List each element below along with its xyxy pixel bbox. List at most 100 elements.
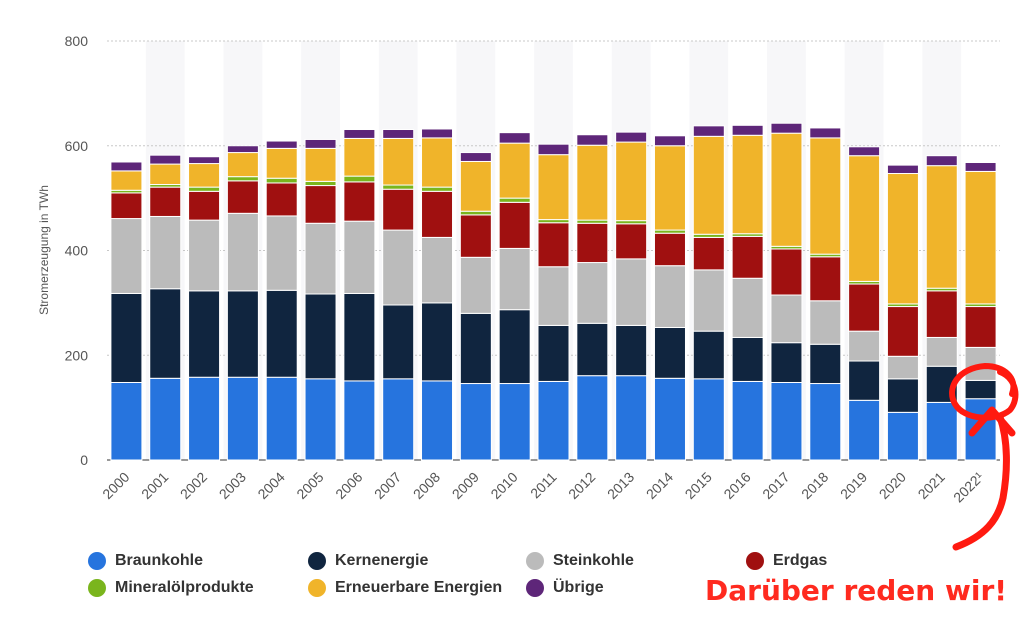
bar-segment bbox=[886, 355, 919, 380]
x-tick-label: 2008 bbox=[410, 469, 443, 502]
x-tick-label: 2000 bbox=[99, 469, 132, 502]
x-tick-label: 2007 bbox=[371, 469, 404, 502]
x-tick-label: 2006 bbox=[332, 469, 365, 502]
legend-label: Braunkohle bbox=[115, 552, 204, 569]
y-tick-label: 600 bbox=[65, 138, 89, 154]
bar-segment bbox=[498, 142, 531, 199]
bar-segment bbox=[304, 147, 337, 182]
bar-segment bbox=[809, 127, 842, 139]
bar-segment bbox=[304, 138, 337, 149]
bar-segment bbox=[382, 378, 415, 461]
bar-segment bbox=[925, 365, 958, 403]
bar-segment bbox=[925, 401, 958, 461]
bar-segment bbox=[265, 182, 298, 217]
bar-segment bbox=[653, 135, 686, 147]
bar-segment bbox=[343, 380, 376, 461]
bar-segment bbox=[615, 375, 648, 461]
x-tick-label: 2017 bbox=[759, 469, 792, 502]
bar-segment bbox=[265, 147, 298, 179]
legend-marker bbox=[88, 579, 106, 597]
bar-segment bbox=[770, 132, 803, 247]
bar-segment bbox=[421, 128, 454, 139]
bar-segment bbox=[459, 214, 492, 258]
bar-segment bbox=[537, 143, 570, 156]
bar-segment bbox=[537, 154, 570, 221]
legend-item[interactable]: Erdgas bbox=[746, 552, 827, 570]
legend-item[interactable]: Mineralölprodukte bbox=[88, 579, 254, 597]
legend-item[interactable]: Übrige bbox=[526, 579, 604, 597]
bar-segment bbox=[731, 124, 764, 136]
bar-segment bbox=[188, 186, 221, 192]
bar-segment bbox=[848, 330, 881, 362]
bar-segment bbox=[964, 398, 997, 461]
bar-segment bbox=[770, 248, 803, 296]
y-tick-label: 400 bbox=[65, 243, 89, 259]
bar-segment bbox=[226, 290, 259, 378]
bar-segment bbox=[848, 283, 881, 332]
legend-item[interactable]: Kernenergie bbox=[308, 552, 428, 570]
bar-segment bbox=[188, 163, 221, 188]
bar-segment bbox=[925, 155, 958, 167]
bar-segment bbox=[615, 131, 648, 143]
x-tick-label: 2012 bbox=[565, 469, 598, 502]
bar-segment bbox=[537, 266, 570, 326]
bar-segment bbox=[731, 336, 764, 382]
bar-segment bbox=[382, 184, 415, 190]
legend-marker bbox=[746, 552, 764, 570]
bar-segment bbox=[110, 170, 143, 191]
bar-segment bbox=[692, 135, 725, 235]
bar-segment bbox=[226, 152, 259, 178]
bar-segment bbox=[731, 235, 764, 279]
bar-segment bbox=[576, 222, 609, 264]
bar-segment bbox=[615, 141, 648, 222]
legend-label: Kernenergie bbox=[335, 552, 429, 569]
bar-segment bbox=[576, 262, 609, 324]
bar-segment bbox=[498, 383, 531, 461]
bar-segment bbox=[265, 140, 298, 149]
x-tick-label: 2014 bbox=[643, 469, 676, 502]
bar-segment bbox=[731, 134, 764, 235]
bar-segment bbox=[537, 324, 570, 382]
bar-segment bbox=[692, 236, 725, 271]
bar-segment bbox=[498, 247, 531, 311]
bar-segment bbox=[809, 343, 842, 385]
bar-segment bbox=[964, 306, 997, 348]
y-tick-label: 200 bbox=[65, 347, 89, 363]
bar-segment bbox=[149, 163, 182, 186]
bar-segment bbox=[809, 383, 842, 461]
bar-segment bbox=[848, 360, 881, 401]
legend: Braunkohle Kernenergie Steinkohle Erdgas Min… bbox=[88, 552, 827, 612]
bar-segment bbox=[304, 222, 337, 295]
x-tick-label: 2019 bbox=[837, 469, 870, 502]
bar-segment bbox=[110, 192, 143, 220]
bar-segment bbox=[110, 218, 143, 294]
x-tick-label: 2004 bbox=[254, 469, 287, 502]
bar-segment bbox=[498, 309, 531, 385]
legend-item[interactable]: Steinkohle bbox=[526, 552, 634, 570]
bar-segment bbox=[692, 269, 725, 332]
bar-segment bbox=[188, 190, 221, 221]
legend-item[interactable]: Erneuerbare Energien bbox=[308, 579, 502, 597]
bar-segment bbox=[925, 290, 958, 338]
bar-segment bbox=[382, 137, 415, 186]
bar-segment bbox=[886, 306, 919, 357]
bar-segment bbox=[265, 177, 298, 184]
legend-label: Erneuerbare Energien bbox=[335, 579, 503, 596]
bar-segment bbox=[265, 215, 298, 291]
bar-segment bbox=[226, 176, 259, 182]
bar-segment bbox=[615, 223, 648, 260]
bar-segment bbox=[343, 137, 376, 177]
bar-segment bbox=[692, 330, 725, 380]
bar-segment bbox=[653, 377, 686, 461]
bar-segment bbox=[770, 294, 803, 344]
legend-label: Mineralölprodukte bbox=[115, 579, 254, 596]
bar-segment bbox=[110, 381, 143, 461]
bar-segment bbox=[343, 129, 376, 139]
bar-segment bbox=[149, 215, 182, 290]
x-tick-label: 2015 bbox=[682, 469, 715, 502]
bar-segment bbox=[421, 380, 454, 461]
legend-item[interactable]: Braunkohle bbox=[88, 552, 203, 570]
bar-segment bbox=[382, 188, 415, 231]
bar-segment bbox=[537, 222, 570, 268]
legend-marker bbox=[308, 552, 326, 570]
